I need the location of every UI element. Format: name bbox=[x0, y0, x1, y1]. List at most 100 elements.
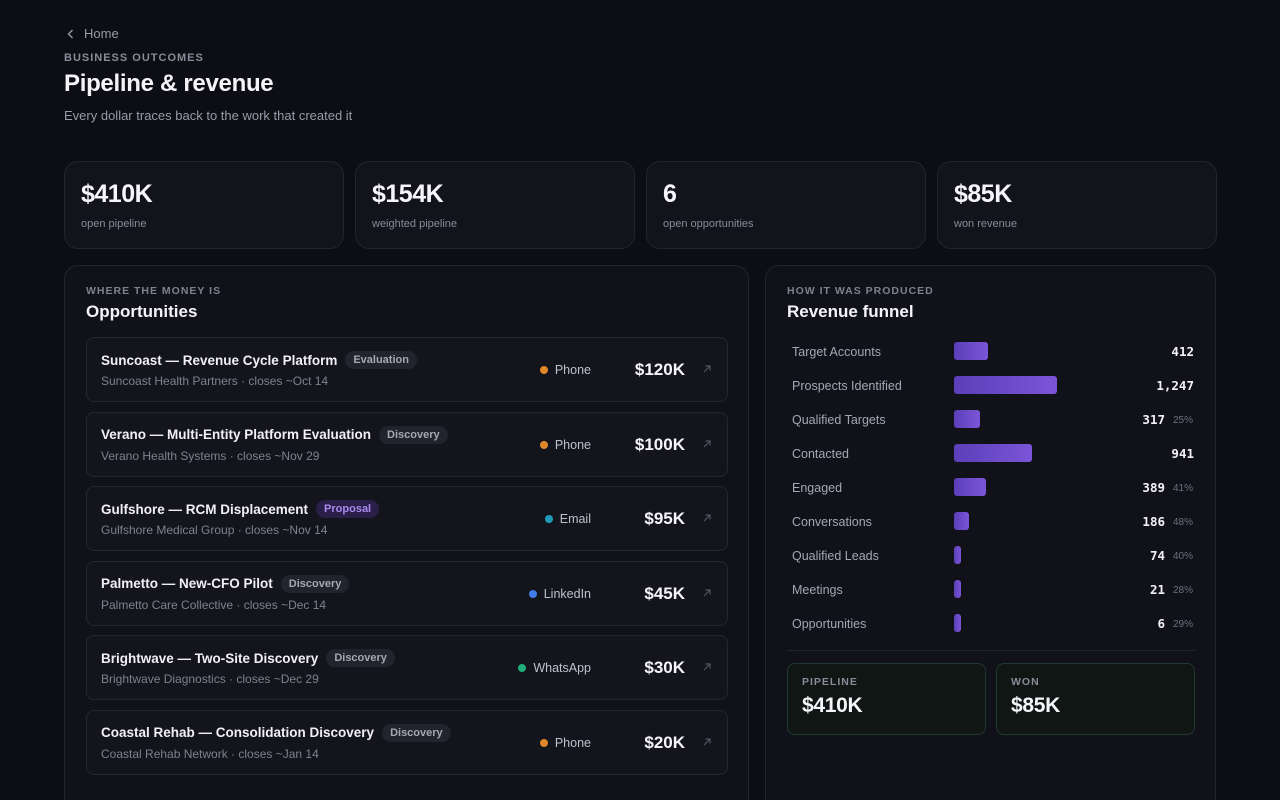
kpi-card-weighted-pipeline: $154K weighted pipeline bbox=[355, 161, 635, 249]
back-link-label: Home bbox=[84, 26, 119, 41]
opportunity-title: Suncoast — Revenue Cycle Platform bbox=[101, 352, 338, 368]
funnel-stage-label: Qualified Leads bbox=[792, 549, 879, 563]
funnel-row: Meetings 21 28% bbox=[791, 580, 1193, 614]
opportunity-subtitle: Palmetto Care Collective · closes ~Dec 1… bbox=[101, 597, 327, 612]
channel-label: Phone bbox=[554, 363, 591, 377]
opportunity-subtitle: Verano Health Systems · closes ~Nov 29 bbox=[101, 448, 320, 463]
external-link-icon[interactable] bbox=[701, 587, 713, 599]
opportunity-heading: Coastal Rehab — Consolidation Discovery D… bbox=[101, 723, 451, 742]
stage-badge: Proposal bbox=[316, 500, 380, 518]
opportunity-row[interactable]: Gulfshore — RCM Displacement Proposal Gulf… bbox=[86, 486, 728, 551]
funnel-row: Engaged 389 41% bbox=[791, 478, 1193, 512]
funnel-row: Target Accounts 412 bbox=[791, 342, 1194, 376]
page-title: Pipeline & revenue bbox=[64, 70, 274, 97]
opportunity-amount: $120K bbox=[634, 360, 685, 379]
funnel-value: 21 bbox=[1149, 582, 1165, 597]
opportunity-title: Palmetto — New-CFO Pilot bbox=[101, 576, 273, 591]
funnel-bar bbox=[954, 376, 1057, 394]
external-link-icon[interactable] bbox=[701, 736, 713, 748]
opportunity-row[interactable]: Palmetto — New-CFO Pilot Discovery Palmett… bbox=[86, 560, 728, 626]
summary-card-won: WON $85K bbox=[996, 663, 1195, 735]
funnel-stage-label: Conversations bbox=[792, 515, 872, 529]
channel-dot-icon bbox=[518, 664, 527, 672]
summary-label: WON bbox=[1011, 676, 1040, 688]
funnel-stage-label: Target Accounts bbox=[792, 345, 881, 359]
channel-label: Phone bbox=[554, 735, 591, 750]
opportunity-title: Verano — Multi-Entity Platform Evaluatio… bbox=[101, 427, 372, 442]
funnel-stage-label: Contacted bbox=[792, 447, 849, 461]
funnel-stage-label: Qualified Targets bbox=[792, 413, 886, 427]
opportunities-panel: WHERE THE MONEY IS Opportunities Suncoas… bbox=[64, 265, 749, 800]
funnel-stage-label: Prospects Identified bbox=[792, 379, 902, 393]
opportunity-heading: Gulfshore — RCM Displacement Proposal bbox=[101, 500, 380, 518]
channel-tag: Phone bbox=[539, 438, 591, 452]
stage-badge: Discovery bbox=[326, 649, 395, 667]
opportunity-title: Gulfshore — RCM Displacement bbox=[101, 501, 309, 517]
funnel-value: 1,247 bbox=[1156, 378, 1194, 393]
kpi-label: open pipeline bbox=[81, 218, 147, 230]
external-link-icon[interactable] bbox=[701, 512, 713, 524]
channel-tag: Phone bbox=[539, 735, 591, 750]
funnel-value: 941 bbox=[1171, 446, 1194, 461]
stage-badge: Evaluation bbox=[345, 351, 417, 369]
channel-tag: Phone bbox=[539, 363, 591, 377]
funnel-row: Contacted 941 bbox=[791, 444, 1194, 478]
divider bbox=[787, 650, 1196, 651]
stage-badge: Discovery bbox=[382, 723, 451, 742]
chevron-left-icon bbox=[67, 29, 73, 38]
kpi-card-open-opportunities: 6 open opportunities bbox=[646, 161, 926, 249]
funnel-stage-label: Opportunities bbox=[792, 617, 867, 631]
channel-dot-icon bbox=[528, 589, 537, 598]
opportunity-amount: $95K bbox=[644, 509, 685, 528]
kpi-label: open opportunities bbox=[663, 218, 754, 230]
opportunity-subtitle: Coastal Rehab Network · closes ~Jan 14 bbox=[101, 746, 319, 761]
external-link-icon[interactable] bbox=[701, 661, 713, 673]
funnel-conversion-pct: 28% bbox=[1172, 585, 1193, 596]
back-link[interactable]: Home bbox=[66, 26, 119, 41]
funnel-chart: Target Accounts 412 Prospects Identified 1,… bbox=[791, 342, 1194, 648]
channel-tag: LinkedIn bbox=[528, 586, 591, 601]
opportunity-list: Suncoast — Revenue Cycle Platform Evaluat… bbox=[86, 337, 728, 784]
funnel-bar bbox=[954, 546, 961, 564]
page-eyebrow: BUSINESS OUTCOMES bbox=[64, 52, 204, 64]
funnel-conversion-pct: 29% bbox=[1172, 619, 1193, 630]
external-link-icon[interactable] bbox=[701, 363, 713, 375]
funnel-bar bbox=[954, 614, 961, 632]
channel-label: Email bbox=[559, 512, 591, 526]
opportunity-row[interactable]: Suncoast — Revenue Cycle Platform Evaluat… bbox=[86, 337, 728, 402]
summary-value: $410K bbox=[802, 694, 863, 717]
summary-value: $85K bbox=[1011, 694, 1061, 717]
opportunity-title: Brightwave — Two-Site Discovery bbox=[101, 650, 319, 666]
kpi-label: won revenue bbox=[954, 218, 1017, 230]
funnel-stage-label: Engaged bbox=[792, 481, 843, 495]
opportunity-amount: $100K bbox=[634, 434, 685, 454]
kpi-row: $410K open pipeline $154K weighted pipel… bbox=[64, 161, 1217, 249]
funnel-value: 412 bbox=[1171, 344, 1194, 359]
funnel-row: Conversations 186 48% bbox=[791, 512, 1193, 546]
funnel-value: 186 bbox=[1142, 514, 1165, 529]
funnel-value: 6 bbox=[1157, 616, 1165, 631]
kpi-value: $410K bbox=[81, 180, 153, 208]
opportunity-amount: $45K bbox=[644, 583, 685, 603]
opportunity-heading: Palmetto — New-CFO Pilot Discovery bbox=[101, 574, 350, 593]
channel-dot-icon bbox=[539, 366, 548, 374]
channel-label: LinkedIn bbox=[543, 586, 591, 601]
channel-label: WhatsApp bbox=[533, 661, 591, 675]
opportunity-row[interactable]: Verano — Multi-Entity Platform Evaluatio… bbox=[86, 411, 728, 477]
external-link-icon[interactable] bbox=[701, 438, 713, 450]
opportunity-row[interactable]: Coastal Rehab — Consolidation Discovery D… bbox=[86, 709, 728, 775]
funnel-bar bbox=[954, 512, 969, 530]
funnel-value: 389 bbox=[1142, 480, 1165, 495]
funnel-conversion-pct: 40% bbox=[1172, 551, 1193, 562]
kpi-label: weighted pipeline bbox=[372, 218, 458, 230]
channel-tag: WhatsApp bbox=[518, 661, 591, 675]
opportunity-subtitle: Gulfshore Medical Group · closes ~Nov 14 bbox=[101, 523, 328, 537]
panel-eyebrow: WHERE THE MONEY IS bbox=[86, 285, 222, 297]
funnel-bar bbox=[954, 410, 980, 428]
opportunity-row[interactable]: Brightwave — Two-Site Discovery Discovery… bbox=[86, 635, 728, 700]
funnel-conversion-pct: 25% bbox=[1172, 415, 1193, 426]
channel-tag: Email bbox=[544, 512, 591, 526]
funnel-value: 74 bbox=[1149, 548, 1165, 563]
stage-badge: Discovery bbox=[379, 425, 448, 444]
revenue-funnel-panel: HOW IT WAS PRODUCED Revenue funnel Targe… bbox=[765, 265, 1216, 800]
